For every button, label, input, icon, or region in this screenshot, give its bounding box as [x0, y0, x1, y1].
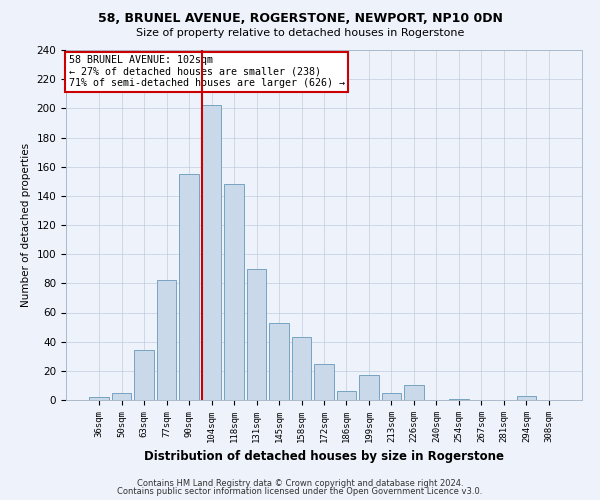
X-axis label: Distribution of detached houses by size in Rogerstone: Distribution of detached houses by size …	[144, 450, 504, 464]
Bar	[89, 397, 109, 400]
Bar	[337, 391, 356, 400]
Text: Contains public sector information licensed under the Open Government Licence v3: Contains public sector information licen…	[118, 487, 482, 496]
Bar	[382, 392, 401, 400]
Bar	[517, 396, 536, 400]
Bar	[112, 392, 131, 400]
Bar	[157, 280, 176, 400]
Bar	[314, 364, 334, 400]
Text: 58, BRUNEL AVENUE, ROGERSTONE, NEWPORT, NP10 0DN: 58, BRUNEL AVENUE, ROGERSTONE, NEWPORT, …	[98, 12, 502, 26]
Bar	[179, 174, 199, 400]
Bar	[224, 184, 244, 400]
Text: Contains HM Land Registry data © Crown copyright and database right 2024.: Contains HM Land Registry data © Crown c…	[137, 478, 463, 488]
Bar	[449, 398, 469, 400]
Bar	[404, 386, 424, 400]
Text: Size of property relative to detached houses in Rogerstone: Size of property relative to detached ho…	[136, 28, 464, 38]
Bar	[202, 106, 221, 400]
Text: 58 BRUNEL AVENUE: 102sqm
← 27% of detached houses are smaller (238)
71% of semi-: 58 BRUNEL AVENUE: 102sqm ← 27% of detach…	[68, 56, 344, 88]
Bar	[359, 375, 379, 400]
Y-axis label: Number of detached properties: Number of detached properties	[21, 143, 31, 307]
Bar	[134, 350, 154, 400]
Bar	[292, 338, 311, 400]
Bar	[247, 269, 266, 400]
Bar	[269, 322, 289, 400]
